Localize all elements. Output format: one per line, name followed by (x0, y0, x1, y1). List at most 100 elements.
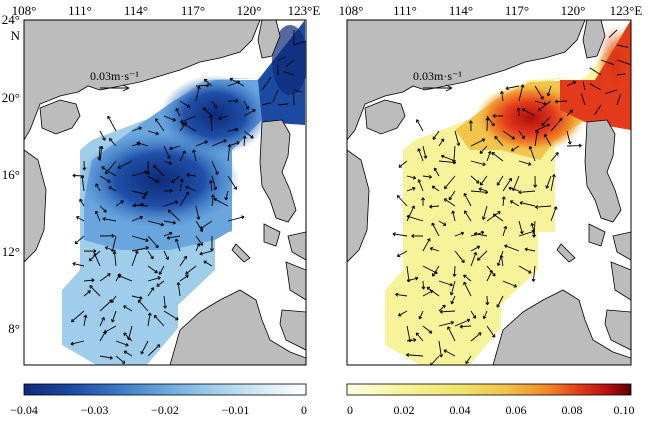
current-vector (454, 130, 460, 146)
colorbar-left-tick-2: −0.02 (151, 403, 179, 417)
current-vector (522, 108, 536, 117)
current-vector (429, 205, 440, 208)
x-tick-114-left: 114° (124, 3, 148, 18)
current-vector (272, 89, 279, 103)
current-vector-head (169, 188, 173, 193)
current-vector-head (451, 210, 456, 214)
current-vector (477, 250, 488, 261)
current-vector-head (461, 259, 465, 264)
luzon-right (584, 119, 622, 223)
current-vector (416, 119, 424, 132)
current-vector-head (167, 155, 171, 159)
current-vector-head (546, 92, 551, 97)
current-vector-head (82, 167, 87, 171)
current-vector-head (199, 242, 204, 246)
current-vector (147, 312, 151, 327)
current-vector-head (489, 270, 493, 274)
current-vector-head (485, 117, 490, 121)
x-tick-111-right: 111° (393, 3, 417, 18)
current-vector-head (426, 286, 431, 291)
current-vector-head (578, 143, 582, 148)
colorbar-right: 0 0.02 0.04 0.06 0.08 0.10 (346, 383, 635, 417)
current-vector-head (150, 255, 154, 260)
current-vector-head (186, 104, 191, 108)
current-vector (118, 275, 133, 282)
current-vector (479, 145, 488, 154)
current-vector (107, 115, 117, 132)
current-vector-head (93, 249, 97, 254)
current-vector-head (117, 165, 121, 169)
current-vector (200, 220, 213, 230)
current-vector (195, 220, 203, 232)
current-vector (518, 230, 535, 237)
current-vector-head (491, 334, 496, 338)
map-panel-left (24, 20, 306, 365)
current-vector-head (481, 138, 486, 142)
current-vector-head (204, 140, 208, 144)
current-vector (417, 148, 424, 162)
current-vector-head (417, 148, 422, 152)
current-vector (102, 218, 117, 222)
taiwan-left (257, 20, 281, 59)
current-vector-head (79, 198, 83, 203)
current-vector-head (211, 194, 215, 198)
philippines-central-right (588, 223, 631, 301)
current-vector-head (447, 326, 451, 330)
current-vector (99, 355, 113, 359)
current-vector (566, 130, 571, 145)
current-vector (451, 295, 456, 305)
current-vector (441, 155, 456, 162)
current-vector (432, 130, 440, 140)
current-vector (546, 175, 552, 189)
current-vector-head (227, 144, 232, 148)
current-vector-head (158, 271, 163, 275)
current-vector-head (441, 154, 445, 159)
y-tick-24: 24° (2, 12, 20, 27)
current-vector (243, 100, 249, 110)
current-vector-head (107, 179, 111, 183)
current-vector (171, 175, 181, 183)
current-vector (470, 175, 480, 184)
current-vector (195, 205, 200, 220)
current-vector-head (155, 131, 159, 136)
current-vector-head (196, 216, 201, 220)
current-vector-head (423, 155, 428, 159)
current-vector (406, 354, 424, 357)
current-vector (518, 84, 524, 102)
current-vector (147, 235, 159, 248)
current-vector-head (496, 182, 501, 186)
current-vector (594, 104, 602, 116)
current-vector-head (432, 136, 437, 140)
current-vector-head (518, 190, 522, 195)
current-vector (195, 84, 210, 87)
current-vector-head (155, 118, 159, 122)
current-vector (430, 355, 440, 365)
current-vector (454, 319, 471, 327)
current-vector-head (527, 161, 532, 166)
current-vector (519, 202, 536, 207)
current-vector-head (147, 312, 152, 316)
colorbar-left-tick-0: −0.04 (10, 403, 38, 417)
current-vector-head (433, 167, 438, 172)
current-vector-head (109, 355, 113, 360)
current-vector (511, 145, 520, 152)
current-vector-head (206, 83, 210, 88)
current-vector-head (89, 285, 93, 289)
current-vector-head (491, 152, 496, 156)
current-vector-head (182, 150, 186, 154)
current-vector (156, 280, 165, 287)
current-vector-head (516, 107, 521, 111)
current-vector (99, 299, 113, 312)
current-vector-head (442, 304, 446, 309)
current-vector (185, 186, 197, 192)
current-vector (392, 233, 408, 237)
current-vector-head (107, 115, 111, 120)
current-vector-head (443, 349, 447, 353)
current-vector (450, 280, 456, 296)
current-vector-head (156, 283, 160, 287)
current-vector (535, 205, 552, 208)
current-vector (432, 265, 440, 277)
current-vector (131, 127, 142, 132)
current-vector-head (235, 127, 239, 132)
